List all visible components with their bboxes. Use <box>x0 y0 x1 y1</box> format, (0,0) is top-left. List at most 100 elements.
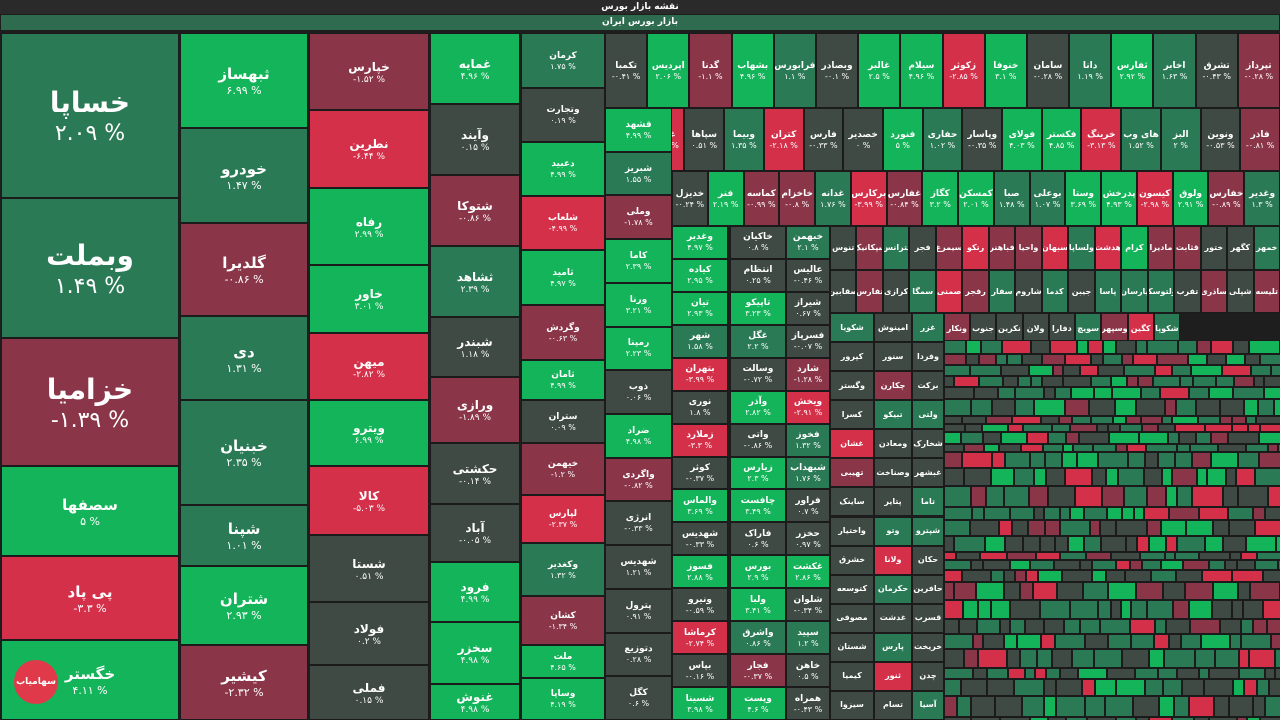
symbol-tile[interactable]: کرازی <box>882 270 910 313</box>
symbol-tile[interactable]: خدیزل -۰.۲۴ % <box>672 171 708 226</box>
symbol-tile[interactable]: سیزوا <box>830 690 874 720</box>
symbol-tile[interactable]: وپاسار -۰.۳۵ % <box>962 108 1003 171</box>
symbol-cell[interactable] <box>1042 376 1063 387</box>
symbol-tile[interactable]: جنوب <box>970 313 997 345</box>
symbol-cell[interactable] <box>1098 452 1128 468</box>
symbol-cell[interactable] <box>1160 387 1189 399</box>
symbol-tile[interactable]: خبهمن ۲.۱ % <box>786 226 830 259</box>
symbol-cell[interactable] <box>944 387 974 399</box>
symbol-tile[interactable]: فسرپاز -۰.۰۷ % <box>786 324 830 358</box>
symbol-cell[interactable] <box>1228 507 1253 520</box>
symbol-tile[interactable]: ثامان ۴.۹۹ % <box>521 360 605 400</box>
symbol-tile[interactable]: خصدیر ۰ % <box>843 108 883 171</box>
symbol-cell[interactable] <box>1106 570 1125 582</box>
symbol-cell[interactable] <box>996 354 1007 365</box>
symbol-cell[interactable] <box>1057 582 1083 600</box>
symbol-cell[interactable] <box>1197 468 1207 486</box>
symbol-tile[interactable]: عالیس -۰.۴۶ % <box>786 258 830 292</box>
symbol-cell[interactable] <box>966 354 979 365</box>
symbol-cell[interactable] <box>1181 634 1201 649</box>
symbol-cell[interactable] <box>1091 354 1103 365</box>
symbol-tile[interactable]: کتوسعه <box>830 574 874 604</box>
symbol-cell[interactable] <box>944 340 966 354</box>
symbol-tile[interactable]: سنور <box>874 342 912 372</box>
symbol-cell[interactable] <box>1092 468 1106 486</box>
symbol-tile[interactable]: سویچ <box>1075 313 1102 345</box>
symbol-cell[interactable] <box>1122 507 1134 520</box>
symbol-tile[interactable]: پارسان <box>1121 270 1148 313</box>
symbol-tile[interactable]: کیشیر -۲.۳۲ % <box>180 645 308 720</box>
symbol-tile[interactable]: شبهداب ۱.۷۶ % <box>786 456 830 490</box>
symbol-cell[interactable] <box>1259 452 1280 468</box>
symbol-tile[interactable]: خمهر <box>1253 226 1280 270</box>
symbol-cell[interactable] <box>1050 340 1077 354</box>
symbol-cell[interactable] <box>1199 507 1228 520</box>
symbol-tile[interactable]: سخزر ۴.۹۸ % <box>430 622 520 684</box>
symbol-cell[interactable] <box>1138 376 1153 387</box>
symbol-tile[interactable]: تپرداز -۰.۲۸ % <box>1237 33 1280 108</box>
symbol-cell[interactable] <box>1030 717 1048 720</box>
symbol-cell[interactable] <box>1158 424 1175 432</box>
symbol-cell[interactable] <box>1246 536 1276 552</box>
symbol-cell[interactable] <box>1121 600 1131 619</box>
symbol-cell[interactable] <box>991 468 1014 486</box>
symbol-cell[interactable] <box>966 340 981 354</box>
symbol-tile[interactable]: ولبا ۳.۴۱ % <box>730 588 786 622</box>
symbol-cell[interactable] <box>1276 536 1280 552</box>
symbol-tile[interactable]: خپارس -۱.۵۲ % <box>309 33 429 110</box>
symbol-cell[interactable] <box>1034 399 1065 416</box>
symbol-cell[interactable] <box>1253 507 1265 520</box>
symbol-cell[interactable] <box>1001 365 1029 376</box>
symbol-tile[interactable]: شیراز ۰.۶۷ % <box>786 291 830 325</box>
symbol-cell[interactable] <box>1166 536 1177 552</box>
symbol-cell[interactable] <box>1091 376 1111 387</box>
symbol-cell[interactable] <box>1260 354 1280 365</box>
symbol-tile[interactable]: ساذری <box>1200 270 1228 313</box>
symbol-tile[interactable]: گلدیرا -۰.۸۶ % <box>180 223 308 316</box>
symbol-cell[interactable] <box>1142 560 1161 570</box>
symbol-cell[interactable] <box>1249 340 1280 354</box>
symbol-cell[interactable] <box>972 507 984 520</box>
symbol-cell[interactable] <box>1082 679 1095 696</box>
symbol-tile[interactable]: پترول ۰.۹۱ % <box>605 588 672 633</box>
symbol-tile[interactable]: واگردی -۰.۸۲ % <box>605 457 672 502</box>
symbol-cell[interactable] <box>1127 376 1138 387</box>
symbol-tile[interactable]: شهدیس ۱.۲۱ % <box>605 545 672 589</box>
symbol-cell[interactable] <box>944 600 963 619</box>
symbol-cell[interactable] <box>1136 717 1149 720</box>
symbol-cell[interactable] <box>971 696 995 717</box>
symbol-cell[interactable] <box>1122 649 1149 668</box>
symbol-cell[interactable] <box>1108 582 1136 600</box>
symbol-cell[interactable] <box>1182 679 1204 696</box>
symbol-tile[interactable]: خساپا ۲.۰۹ % <box>1 33 179 198</box>
symbol-cell[interactable] <box>1116 560 1130 570</box>
symbol-cell[interactable] <box>1257 552 1280 560</box>
symbol-cell[interactable] <box>1149 536 1166 552</box>
symbol-cell[interactable] <box>1080 365 1098 376</box>
symbol-tile[interactable]: تسام <box>874 690 912 720</box>
symbol-cell[interactable] <box>1007 354 1022 365</box>
symbol-tile[interactable]: قشهد ۴.۹۹ % <box>605 108 672 152</box>
symbol-cell[interactable] <box>982 424 1008 432</box>
symbol-cell[interactable] <box>1196 432 1211 444</box>
symbol-tile[interactable]: دعبید ۴.۹۹ % <box>521 142 605 196</box>
symbol-cell[interactable] <box>1072 649 1094 668</box>
symbol-tile[interactable]: حکشتی -۰.۱۴ % <box>430 443 520 504</box>
symbol-tile[interactable]: تهیبی <box>830 458 874 488</box>
symbol-cell[interactable] <box>1095 679 1116 696</box>
symbol-cell[interactable] <box>1190 619 1220 634</box>
symbol-cell[interactable] <box>1062 570 1092 582</box>
symbol-tile[interactable]: صمنی <box>935 270 963 313</box>
symbol-tile[interactable]: وغدیر ۴.۹۷ % <box>672 226 728 259</box>
symbol-tile[interactable]: بپاس -۰.۱۶ % <box>672 654 728 688</box>
symbol-cell[interactable] <box>1228 432 1259 444</box>
symbol-cell[interactable] <box>1116 444 1127 452</box>
symbol-cell[interactable] <box>1012 520 1028 536</box>
symbol-cell[interactable] <box>1025 619 1044 634</box>
symbol-cell[interactable] <box>1093 444 1116 452</box>
symbol-cell[interactable] <box>980 552 1007 560</box>
symbol-cell[interactable] <box>1130 619 1155 634</box>
symbol-tile[interactable]: سصفها ۵ % <box>1 466 179 556</box>
symbol-tile[interactable]: سیلام ۴.۹۶ % <box>900 33 943 108</box>
symbol-tile[interactable]: انرژی -۰.۳۳ % <box>605 501 672 546</box>
